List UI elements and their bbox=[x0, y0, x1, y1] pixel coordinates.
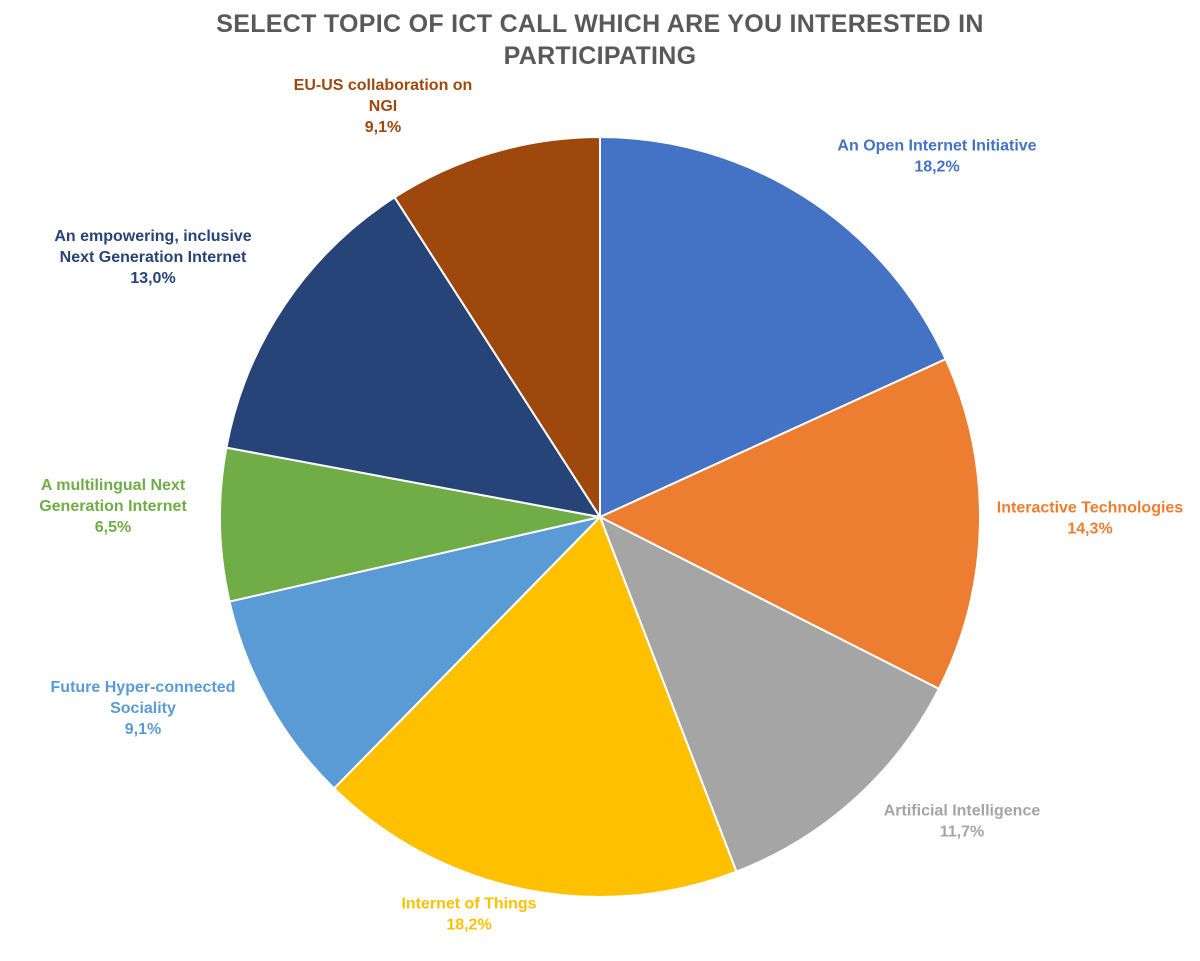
slice-name: An empowering, inclusive bbox=[54, 228, 251, 245]
slice-percent: 13,0% bbox=[130, 270, 175, 287]
pie-labels: An Open Internet Initiative 18,2% Interact… bbox=[39, 77, 1183, 934]
slice-label: An empowering, inclusive Next Generation … bbox=[54, 228, 251, 287]
slice-label: Artificial Intelligence 11,7% bbox=[884, 803, 1041, 841]
chart-title: SELECT TOPIC OF ICT CALL WHICH ARE YOU I… bbox=[0, 8, 1200, 72]
slice-name: A multilingual Next bbox=[41, 477, 186, 494]
slice-name: An Open Internet Initiative bbox=[837, 138, 1036, 155]
pie-slice bbox=[599, 358, 981, 690]
slice-name: NGI bbox=[369, 98, 397, 115]
slice-percent: 6,5% bbox=[95, 519, 131, 536]
chart-title-line-2: PARTICIPATING bbox=[503, 42, 697, 70]
slice-name: Generation Internet bbox=[39, 498, 187, 515]
pie-slice bbox=[219, 446, 601, 603]
slice-label: EU-US collaboration on NGI 9,1% bbox=[294, 77, 473, 136]
pie-slice bbox=[393, 136, 601, 518]
pie-slice bbox=[333, 516, 738, 898]
pie-slices bbox=[219, 136, 981, 898]
slice-name: Internet of Things bbox=[401, 896, 536, 913]
pie-slice bbox=[599, 136, 947, 518]
slice-label: An Open Internet Initiative 18,2% bbox=[837, 138, 1036, 176]
slice-name: EU-US collaboration on bbox=[294, 77, 473, 94]
slice-label: Interactive Technologies 14,3% bbox=[997, 500, 1184, 538]
slice-label: Future Hyper-connected Sociality 9,1% bbox=[51, 679, 236, 738]
pie-slice bbox=[228, 516, 601, 790]
slice-percent: 18,2% bbox=[914, 159, 959, 176]
slice-percent: 18,2% bbox=[446, 917, 491, 934]
slice-name: Future Hyper-connected bbox=[51, 679, 236, 696]
slice-percent: 9,1% bbox=[365, 119, 401, 136]
slice-label: A multilingual Next Generation Internet 6,… bbox=[39, 477, 187, 536]
slice-label: Internet of Things 18,2% bbox=[401, 896, 536, 934]
slice-name: Interactive Technologies bbox=[997, 500, 1184, 517]
slice-percent: 14,3% bbox=[1067, 521, 1112, 538]
slice-percent: 11,7% bbox=[940, 824, 984, 841]
slice-name: Sociality bbox=[110, 700, 176, 717]
chart-title-line-1: SELECT TOPIC OF ICT CALL WHICH ARE YOU I… bbox=[216, 10, 984, 38]
pie-slice bbox=[225, 196, 601, 518]
slice-name: Artificial Intelligence bbox=[884, 803, 1041, 820]
slice-percent: 9,1% bbox=[125, 721, 161, 738]
pie-slice bbox=[599, 516, 940, 873]
slice-name: Next Generation Internet bbox=[60, 249, 247, 266]
